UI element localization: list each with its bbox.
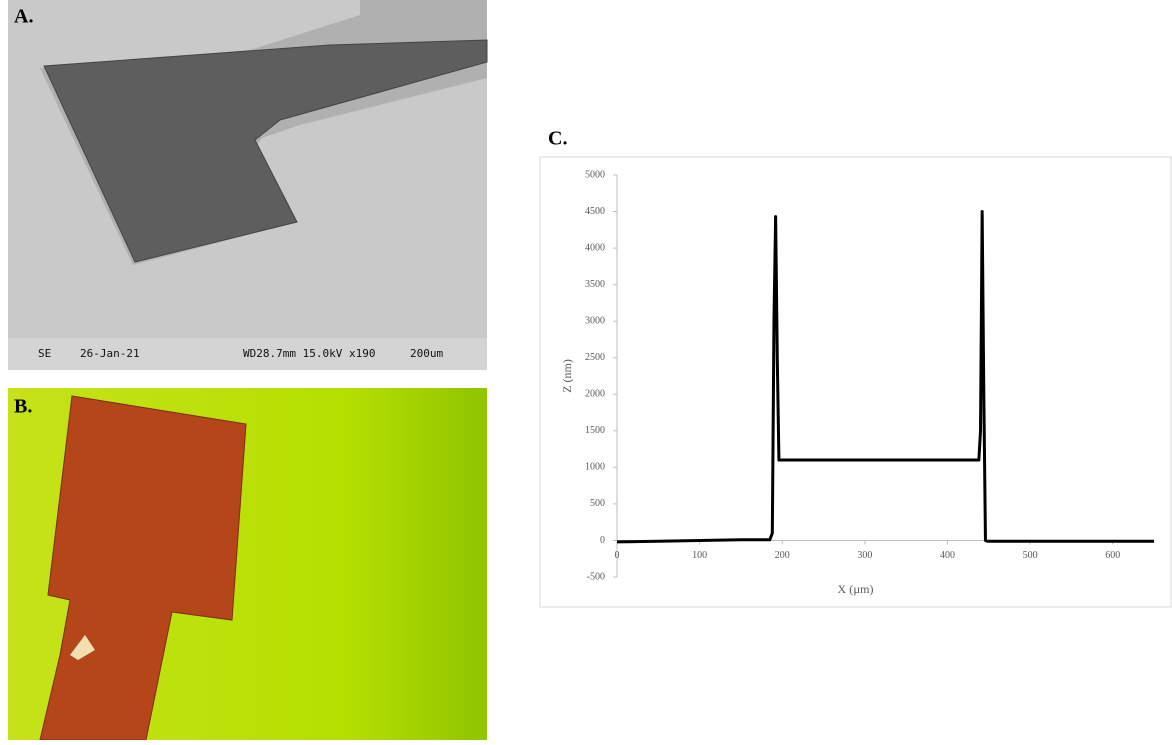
- x-tick-label: 100: [692, 550, 707, 561]
- sem-params: WD28.7mm 15.0kV x190: [243, 347, 375, 360]
- x-tick-label: 600: [1105, 550, 1120, 561]
- y-tick-label: 2500: [585, 352, 605, 363]
- panel-a: A. SE 26-Jan-21 WD28.7mm 15.0kV x190 200…: [8, 0, 488, 370]
- panel-label: A.: [14, 6, 33, 28]
- y-tick-label: 2000: [585, 389, 605, 400]
- y-axis-title: Z (nm): [560, 359, 574, 393]
- chart-frame: [539, 156, 1172, 608]
- panel-b: B.: [8, 388, 487, 741]
- sem-cantilever: [43, 39, 488, 263]
- y-tick-label: 1000: [585, 462, 605, 473]
- y-tick-label: 3500: [585, 279, 605, 290]
- sem-mode: SE: [38, 347, 51, 360]
- sem-date: 26-Jan-21: [80, 347, 140, 360]
- sem-scale: 200um: [410, 347, 443, 360]
- y-tick-label: 4500: [585, 206, 605, 217]
- y-tick-label: 500: [590, 498, 605, 509]
- optical-defect: [70, 635, 95, 660]
- y-tick-label: 4000: [585, 242, 605, 253]
- y-tick-label: 3000: [585, 315, 605, 326]
- y-tick-label: -500: [587, 571, 605, 582]
- x-tick-label: 400: [940, 550, 955, 561]
- y-tick-label: 1500: [585, 425, 605, 436]
- x-tick-label: 500: [1023, 550, 1038, 561]
- x-tick-label: 300: [857, 550, 872, 561]
- x-tick-label: 200: [775, 550, 790, 561]
- panel-label: B.: [14, 396, 32, 418]
- y-tick-label: 0: [600, 535, 605, 546]
- panel-label: C.: [548, 128, 567, 150]
- plot: -500050010001500200025003000350040004500…: [560, 169, 1154, 596]
- x-axis-title: X (µm): [838, 582, 874, 596]
- profile-line: [616, 210, 1154, 544]
- sem-info-bar: [8, 338, 487, 370]
- y-tick-label: 5000: [585, 169, 605, 180]
- x-tick-label: 0: [615, 550, 620, 561]
